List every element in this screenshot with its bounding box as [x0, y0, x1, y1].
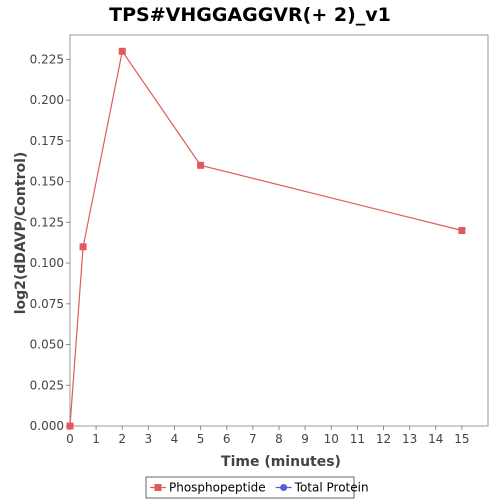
- x-tick-label: 13: [402, 432, 417, 446]
- x-tick-label: 1: [92, 432, 100, 446]
- x-tick-label: 11: [350, 432, 365, 446]
- legend-label: Total Protein: [294, 481, 369, 495]
- data-point: [66, 422, 74, 430]
- x-tick-label: 5: [197, 432, 205, 446]
- chart-title: TPS#VHGGAGGVR(+ 2)_v1: [109, 4, 391, 26]
- x-tick-label: 2: [118, 432, 126, 446]
- y-tick-label: 0.125: [30, 215, 64, 229]
- plot-frame: [69, 34, 489, 427]
- x-tick-label: 6: [223, 432, 231, 446]
- y-tick-label: 0.200: [30, 93, 64, 107]
- y-tick-label: 0.075: [30, 297, 64, 311]
- x-tick-label: 10: [324, 432, 339, 446]
- x-tick-label: 4: [171, 432, 179, 446]
- legend: Phosphopeptide Total Protein: [145, 476, 369, 499]
- x-tick-label: 3: [145, 432, 153, 446]
- y-tick-label: 0.150: [30, 175, 64, 189]
- legend-marker-circle: [280, 484, 288, 491]
- x-tick-label: 9: [301, 432, 309, 446]
- plot-area: 0.000 0.025 0.050 0.075 0.100 0.125 0.150 0.175…: [30, 34, 489, 446]
- data-point: [197, 161, 205, 169]
- legend-box: [145, 476, 355, 499]
- legend-marker-square: [154, 484, 162, 491]
- y-tick-label: 0.025: [30, 378, 64, 392]
- x-tick-label: 0: [66, 432, 74, 446]
- x-axis-label: Time (minutes): [221, 454, 341, 470]
- data-point: [458, 227, 466, 234]
- data-point: [118, 47, 126, 55]
- data-point: [79, 243, 87, 251]
- y-tick-label: 0.000: [30, 419, 64, 433]
- legend-label: Phosphopeptide: [169, 481, 266, 495]
- y-tick-label: 0.050: [30, 338, 64, 352]
- x-tick-label: 7: [249, 432, 257, 446]
- y-axis-label: log2(dDAVP/Control): [13, 152, 29, 315]
- y-tick-label: 0.175: [30, 134, 64, 148]
- x-tick-label: 14: [428, 432, 443, 446]
- y-tick-label: 0.100: [30, 256, 64, 270]
- x-tick-label: 12: [376, 432, 391, 446]
- x-tick-label: 15: [454, 432, 469, 446]
- y-tick-label: 0.225: [30, 52, 64, 66]
- x-tick-label: 8: [275, 432, 283, 446]
